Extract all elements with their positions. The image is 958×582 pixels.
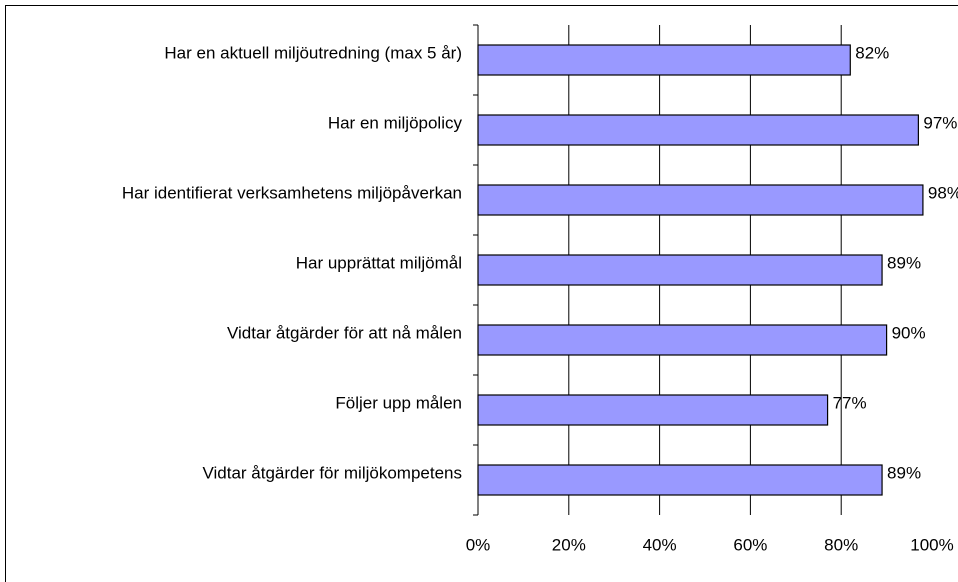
bar <box>477 44 851 76</box>
value-label: 77% <box>833 393 867 412</box>
bar <box>477 464 883 496</box>
x-tick-label: 80% <box>824 535 858 554</box>
value-label: 89% <box>887 253 921 272</box>
y-tick-label: Har en aktuell miljöutredning (max 5 år) <box>164 43 462 62</box>
value-label: 90% <box>892 323 926 342</box>
bar <box>477 254 883 286</box>
bar <box>477 324 888 356</box>
y-tick-label: Har en miljöpolicy <box>328 113 463 132</box>
x-tick-label: 100% <box>910 535 953 554</box>
y-tick-label: Vidtar åtgärder för miljökompetens <box>202 463 462 482</box>
bar <box>477 184 924 216</box>
bar <box>477 394 829 426</box>
value-label: 98% <box>928 183 958 202</box>
value-label: 97% <box>923 113 957 132</box>
y-tick-label: Vidtar åtgärder för att nå målen <box>227 323 462 342</box>
x-tick-label: 0% <box>466 535 491 554</box>
x-tick-label: 20% <box>552 535 586 554</box>
y-tick-label: Följer upp målen <box>335 393 462 412</box>
value-label: 89% <box>887 463 921 482</box>
y-tick-label: Har upprättat miljömål <box>296 253 462 272</box>
x-tick-label: 40% <box>643 535 677 554</box>
y-tick-label: Har identifierat verksamhetens miljöpåve… <box>122 183 462 202</box>
x-tick-label: 60% <box>733 535 767 554</box>
value-label: 82% <box>855 43 889 62</box>
bar <box>477 114 919 146</box>
